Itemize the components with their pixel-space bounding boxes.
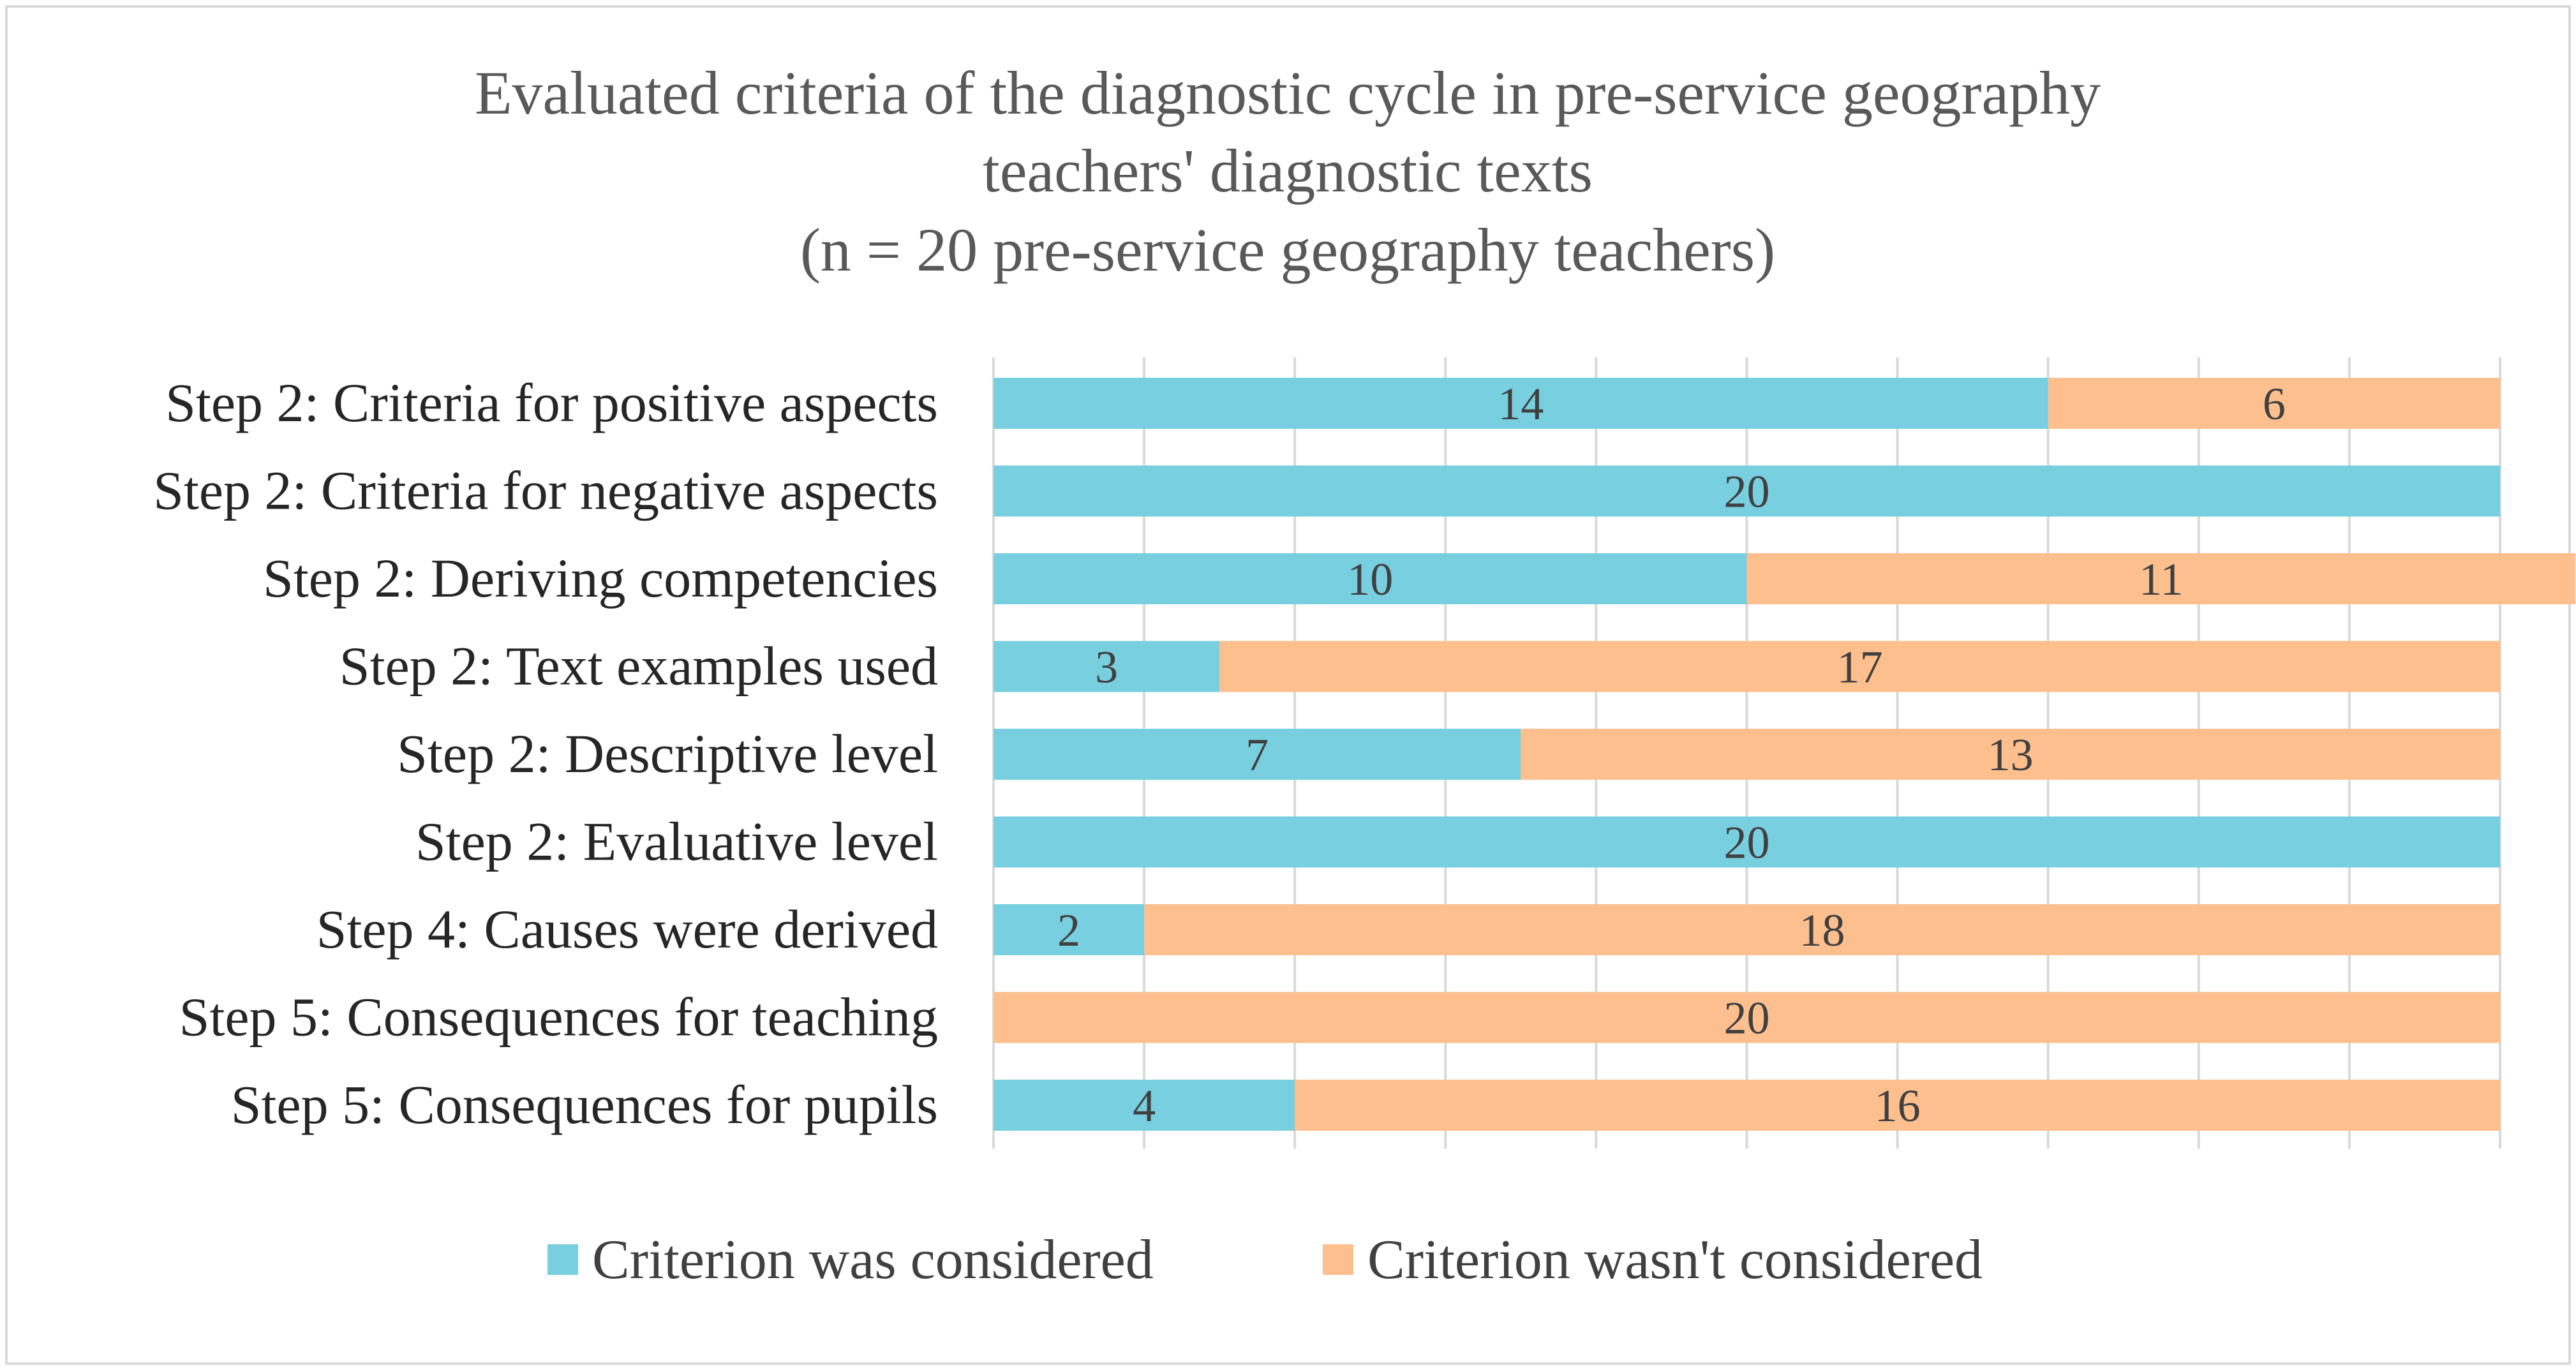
bar-considered-0 [994, 378, 2048, 429]
bar-not-considered-2 [1746, 553, 2576, 604]
legend: Criterion was considered Criterion wasn'… [547, 1229, 1983, 1291]
bar-not-considered-7 [994, 992, 2500, 1043]
bar-not-considered-6 [1144, 904, 2500, 955]
data-label-considered-2: 10 [1347, 554, 1393, 605]
bar-not-considered-0 [2048, 378, 2500, 429]
data-label-considered-1: 20 [1724, 466, 1770, 517]
data-label-not-considered-7: 20 [1724, 993, 1770, 1044]
legend-label-not-considered: Criterion wasn't considered [1367, 1229, 1983, 1291]
data-label-not-considered-6: 18 [1799, 905, 1845, 956]
category-labels: Step 2: Criteria for positive aspects Ste… [153, 372, 938, 1135]
bar-considered-2 [994, 553, 1747, 604]
bar-considered-5 [994, 816, 2500, 868]
category-label-6: Step 4: Causes were derived [316, 898, 938, 960]
category-label-2: Step 2: Deriving competencies [263, 547, 938, 609]
bar-not-considered-3 [1219, 641, 2500, 692]
bar-not-considered-8 [1295, 1080, 2500, 1131]
data-label-not-considered-8: 16 [1875, 1080, 1921, 1131]
data-label-not-considered-3: 17 [1837, 642, 1883, 693]
category-label-1: Step 2: Criteria for negative aspects [153, 460, 938, 521]
bar-not-considered-4 [1521, 729, 2500, 780]
bar-considered-1 [994, 465, 2500, 517]
chart-title-line-2: teachers' diagnostic texts [983, 137, 1593, 205]
data-label-considered-3: 3 [1095, 642, 1118, 693]
chart-title-line-1: Evaluated criteria of the diagnostic cyc… [475, 59, 2101, 127]
category-label-4: Step 2: Descriptive level [397, 723, 938, 784]
bar-considered-8 [994, 1080, 1295, 1131]
bar-considered-6 [994, 904, 1145, 955]
data-label-not-considered-2: 11 [2139, 554, 2183, 605]
data-label-considered-4: 7 [1246, 729, 1269, 780]
chart-title-line-3: (n = 20 pre-service geography teachers) [800, 216, 1775, 284]
data-label-considered-5: 20 [1724, 817, 1770, 868]
data-label-considered-6: 2 [1057, 905, 1080, 956]
data-labels: 14 6 20 10 11 3 17 7 13 20 2 18 20 4 16 [1057, 378, 2286, 1131]
category-label-8: Step 5: Consequences for pupils [231, 1074, 938, 1135]
category-label-3: Step 2: Text examples used [339, 636, 938, 697]
legend-label-considered: Criterion was considered [592, 1229, 1154, 1291]
category-label-0: Step 2: Criteria for positive aspects [165, 372, 938, 433]
bar-considered-4 [994, 729, 1521, 780]
data-label-not-considered-4: 13 [1988, 729, 2034, 780]
bar-considered-3 [994, 641, 1220, 692]
data-label-not-considered-0: 6 [2263, 378, 2286, 429]
legend-swatch-not-considered [1323, 1244, 1353, 1275]
data-label-considered-0: 14 [1498, 378, 1544, 429]
chart-title: Evaluated criteria of the diagnostic cyc… [475, 59, 2101, 284]
data-label-considered-8: 4 [1133, 1080, 1156, 1131]
category-label-7: Step 5: Consequences for teaching [179, 987, 938, 1048]
legend-swatch-considered [547, 1244, 578, 1275]
bars [994, 378, 2576, 1131]
category-label-5: Step 2: Evaluative level [415, 811, 938, 872]
